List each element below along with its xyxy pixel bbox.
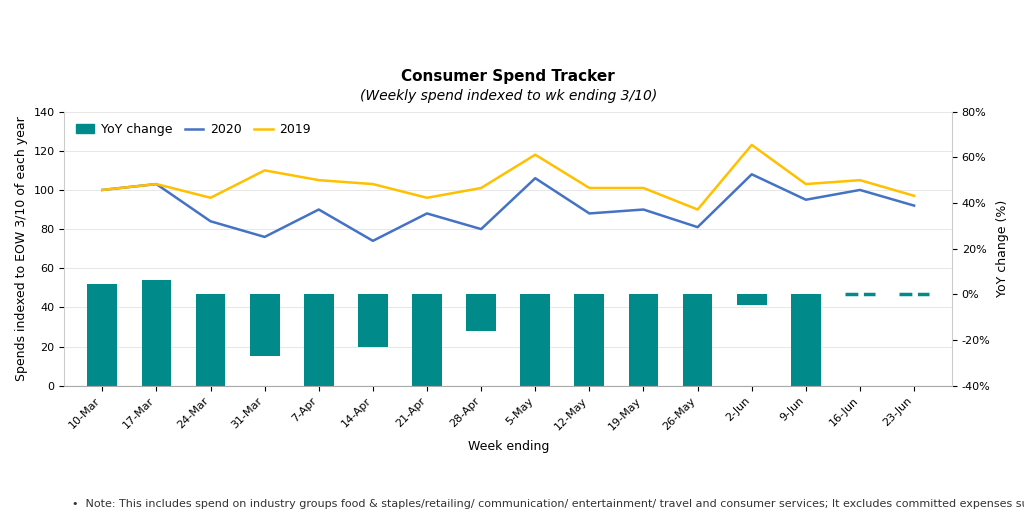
Bar xyxy=(412,294,442,386)
Bar xyxy=(629,294,658,386)
Bar xyxy=(87,284,117,386)
Text: •  Note: This includes spend on industry groups food & staples/retailing/ commun: • Note: This includes spend on industry … xyxy=(72,499,1024,509)
Bar xyxy=(791,294,820,386)
Y-axis label: Spends indexed to EOW 3/10 of each year: Spends indexed to EOW 3/10 of each year xyxy=(15,116,28,381)
Bar xyxy=(683,294,713,386)
Bar xyxy=(737,294,767,305)
Legend: YoY change, 2020, 2019: YoY change, 2020, 2019 xyxy=(71,118,315,141)
Text: (Weekly spend indexed to wk ending 3/10): (Weekly spend indexed to wk ending 3/10) xyxy=(359,89,656,103)
Bar xyxy=(304,294,334,386)
Bar xyxy=(574,294,604,386)
Bar xyxy=(250,294,280,356)
Bar xyxy=(520,294,550,386)
Bar xyxy=(196,294,225,386)
Bar xyxy=(141,280,171,386)
Text: Consumer Spend Tracker: Consumer Spend Tracker xyxy=(401,69,615,84)
Bar xyxy=(466,294,496,331)
X-axis label: Week ending: Week ending xyxy=(468,440,549,453)
Y-axis label: YoY change (%): YoY change (%) xyxy=(996,200,1009,297)
Bar xyxy=(358,294,388,346)
